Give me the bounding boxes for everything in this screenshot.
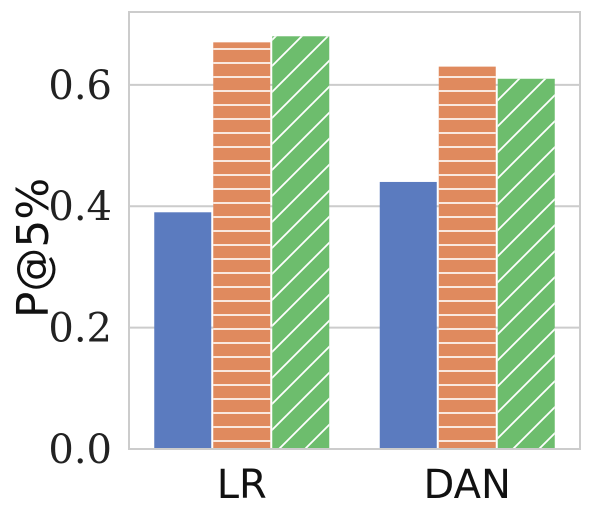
x-tick-labels: LR DAN <box>217 462 511 508</box>
x-tick-label-dan: DAN <box>424 462 511 508</box>
y-tick-labels: 0.0 0.2 0.4 0.6 <box>48 63 112 473</box>
bar-dan-series-1 <box>379 181 437 449</box>
bar-lr-series-1 <box>154 212 212 449</box>
y-axis-title: P@5% <box>8 178 59 318</box>
bar-hatch-dan-series-2 <box>438 66 496 449</box>
y-tick-label: 0.0 <box>48 427 112 473</box>
bar-hatch-lr-series-2 <box>213 42 271 449</box>
bar-hatch-dan-series-3 <box>497 78 555 449</box>
y-tick-label: 0.2 <box>48 306 112 352</box>
y-tick-label: 0.6 <box>48 63 112 109</box>
plot-frame <box>128 11 581 450</box>
y-tick-label: 0.4 <box>48 184 112 230</box>
bars <box>154 36 555 450</box>
bar-hatch-lr-series-3 <box>272 36 330 450</box>
x-tick-label-lr: LR <box>217 462 267 508</box>
